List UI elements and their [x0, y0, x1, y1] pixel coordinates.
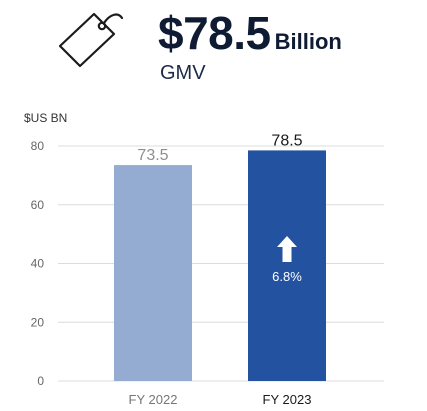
bar-value-label: 78.5 — [271, 132, 302, 149]
y-tick-label: 60 — [31, 198, 45, 212]
up-arrow-icon — [277, 236, 297, 262]
x-tick-label: FY 2022 — [129, 392, 178, 407]
bar-chart: $US BN 0 20 40 60 80 73.5 FY 2022 78.5 FY 2023 6.8… — [24, 111, 384, 407]
bar-value-label: 73.5 — [137, 147, 168, 164]
growth-annotation: 6.8% — [272, 269, 302, 284]
y-tick-label: 0 — [37, 374, 44, 388]
price-tag-icon — [58, 12, 124, 68]
headline: $78.5 Billion — [158, 6, 342, 60]
y-tick-label: 40 — [31, 257, 45, 271]
headline-value: $78.5 — [158, 7, 271, 59]
y-tick-label: 20 — [31, 315, 45, 329]
headline-unit: Billion — [274, 29, 342, 54]
headline-metric: GMV — [160, 62, 206, 84]
bar — [114, 165, 192, 381]
y-axis-label: $US BN — [24, 111, 67, 125]
bar — [248, 150, 326, 381]
y-tick-label: 80 — [31, 139, 45, 153]
x-tick-label: FY 2023 — [263, 392, 312, 407]
